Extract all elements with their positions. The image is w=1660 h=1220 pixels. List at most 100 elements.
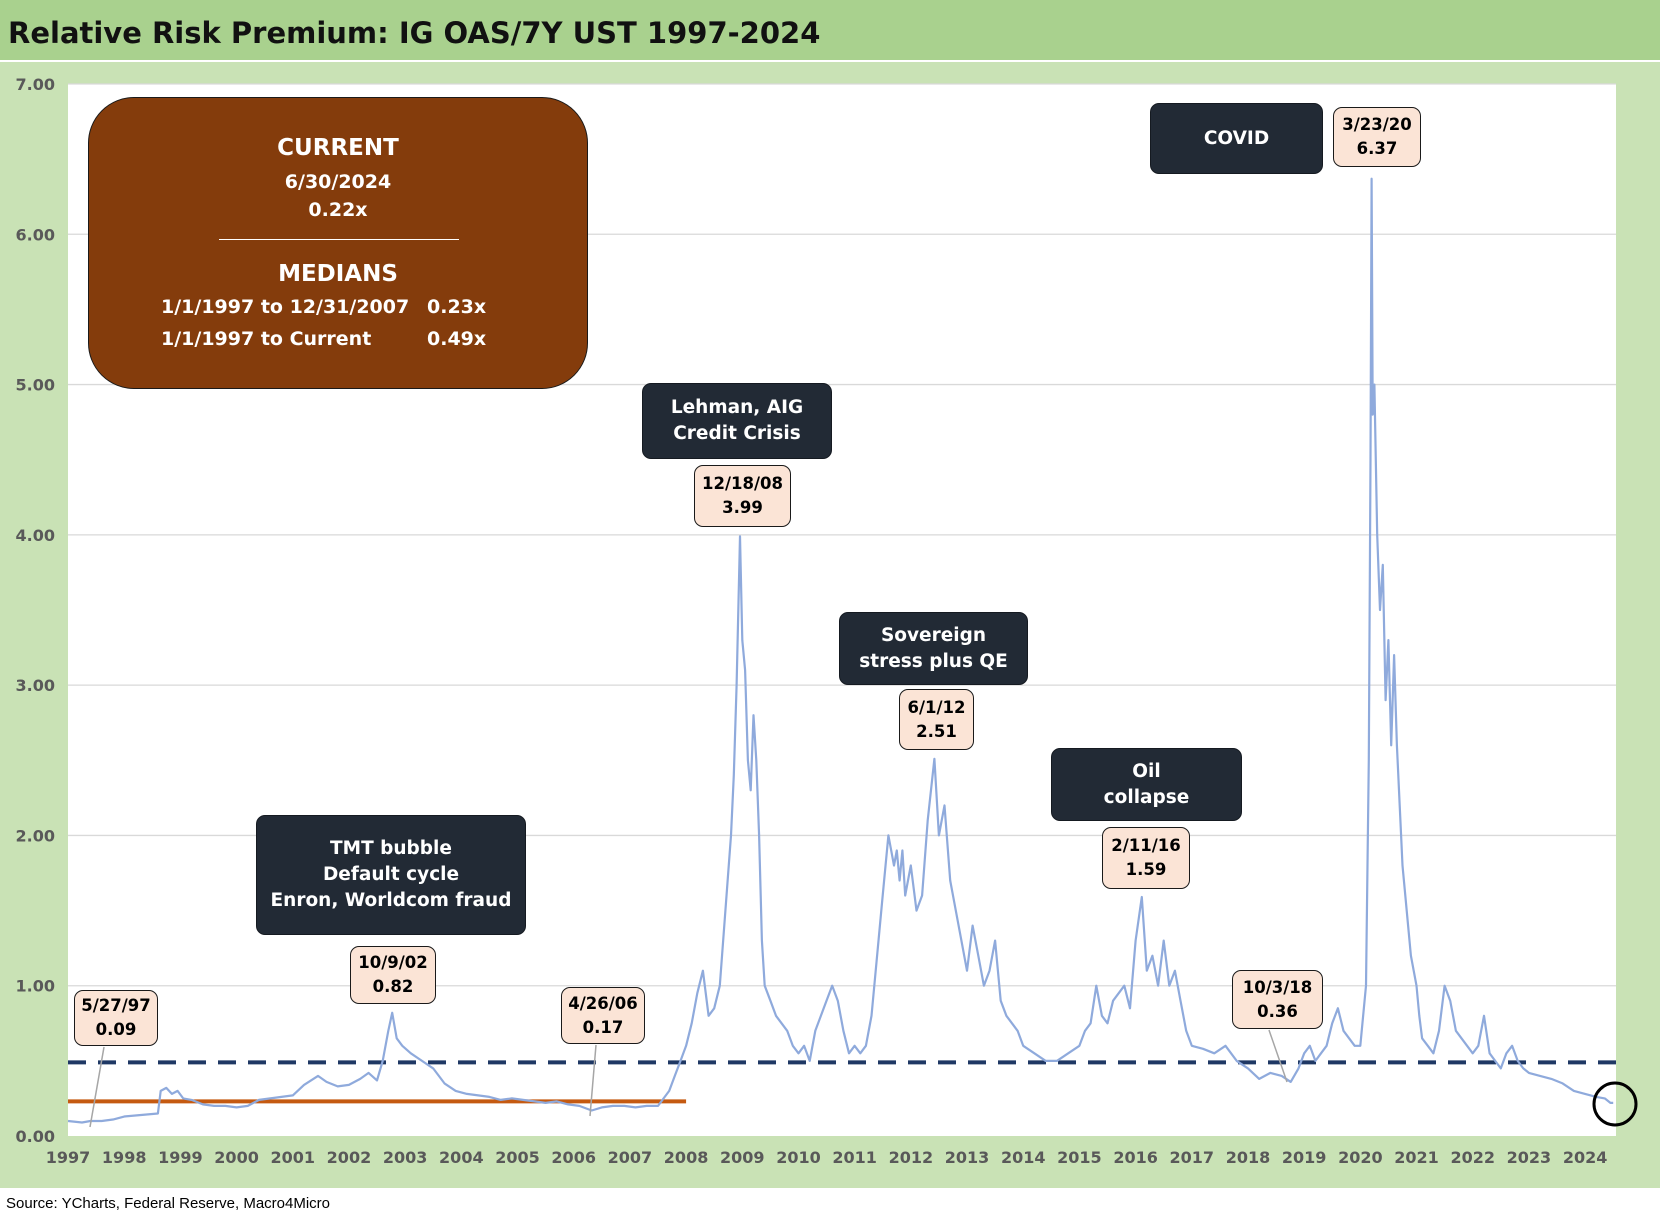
callout-2006: 4/26/06 0.17 bbox=[561, 987, 645, 1044]
callout-2008-date: 12/18/08 bbox=[702, 474, 783, 493]
event-lehman-line-1: Lehman, AIG bbox=[670, 397, 804, 418]
x-tick-label: 2007 bbox=[608, 1148, 653, 1167]
chart-title: Relative Risk Premium: IG OAS/7Y UST 199… bbox=[8, 16, 821, 50]
callout-leader bbox=[589, 1044, 597, 1117]
event-tmt-line-1: TMT bubble bbox=[330, 838, 452, 859]
x-tick-label: 2018 bbox=[1226, 1148, 1271, 1167]
event-sovereign-line-1: Sovereign bbox=[880, 624, 987, 646]
callout-2018-date: 10/3/18 bbox=[1242, 977, 1313, 997]
x-tick-label: 2002 bbox=[327, 1148, 372, 1167]
x-tick-label: 1997 bbox=[46, 1148, 91, 1167]
source-note: Source: YCharts, Federal Reserve, Macro4… bbox=[6, 1195, 331, 1212]
event-sovereign: Sovereign stress plus QE bbox=[839, 612, 1028, 685]
x-tick-label: 2000 bbox=[214, 1148, 259, 1167]
x-tick-label: 2008 bbox=[664, 1148, 709, 1167]
callout-2018-value: 0.36 bbox=[1257, 1001, 1298, 1021]
current-circle-marker bbox=[1592, 1081, 1638, 1127]
event-lehman: Lehman, AIG Credit Crisis bbox=[642, 383, 832, 459]
series-line bbox=[67, 177, 1614, 1124]
reference-lines bbox=[68, 1060, 1616, 1104]
event-covid: COVID bbox=[1150, 103, 1323, 174]
callout-2008-value: 3.99 bbox=[722, 498, 763, 517]
info-divider bbox=[219, 239, 459, 240]
x-tick-label: 2005 bbox=[495, 1148, 540, 1167]
x-tick-label: 2020 bbox=[1338, 1148, 1383, 1167]
median-period-full: 1/1/1997 to Current bbox=[161, 328, 372, 350]
callout-2002: 10/9/02 0.82 bbox=[350, 946, 436, 1004]
x-tick-label: 2004 bbox=[439, 1148, 484, 1167]
callout-1997-date: 5/27/97 bbox=[81, 996, 151, 1015]
callout-2020-value: 6.37 bbox=[1356, 139, 1398, 158]
medians-label: MEDIANS bbox=[278, 261, 398, 287]
event-oil-line-2: collapse bbox=[1103, 786, 1190, 808]
callout-2016-value: 1.59 bbox=[1125, 860, 1167, 879]
x-tick-label: 2006 bbox=[551, 1148, 596, 1167]
y-tick-label: 6.00 bbox=[16, 225, 55, 244]
y-tick-label: 7.00 bbox=[16, 75, 55, 94]
callout-1997-value: 0.09 bbox=[95, 1020, 137, 1039]
x-tick-label: 2009 bbox=[720, 1148, 765, 1167]
current-label: CURRENT bbox=[277, 135, 399, 161]
x-tick-label: 2017 bbox=[1170, 1148, 1215, 1167]
y-tick-labels: 0.00 1.00 2.00 3.00 4.00 5.00 6.00 7.00 bbox=[16, 75, 55, 1146]
y-tick-label: 5.00 bbox=[16, 376, 55, 395]
callout-2018: 10/3/18 0.36 bbox=[1232, 970, 1323, 1029]
y-tick-label: 3.00 bbox=[16, 676, 55, 695]
callout-2006-date: 4/26/06 bbox=[568, 993, 638, 1013]
x-tick-labels: 1997 1998 1999 2000 2001 2002 2003 2004 2005 2006… bbox=[46, 1148, 1608, 1167]
x-tick-label: 2011 bbox=[832, 1148, 877, 1167]
x-tick-label: 2016 bbox=[1113, 1148, 1158, 1167]
event-oil: Oil collapse bbox=[1051, 748, 1242, 821]
callout-1997: 5/27/97 0.09 bbox=[74, 990, 158, 1046]
event-covid-line-1: COVID bbox=[1203, 127, 1270, 149]
y-tick-label: 4.00 bbox=[16, 526, 55, 545]
event-lehman-line-2: Credit Crisis bbox=[673, 423, 801, 444]
x-tick-label: 2003 bbox=[383, 1148, 428, 1167]
event-tmt: TMT bubble Default cycle Enron, Worldcom… bbox=[256, 815, 526, 935]
callout-2016: 2/11/16 1.59 bbox=[1102, 827, 1190, 889]
callout-leader bbox=[89, 1046, 105, 1128]
event-oil-line-1: Oil bbox=[1132, 760, 1161, 782]
x-tick-label: 2012 bbox=[889, 1148, 934, 1167]
x-tick-label: 2010 bbox=[776, 1148, 821, 1167]
current-date: 6/30/2024 bbox=[284, 171, 392, 193]
x-tick-label: 2022 bbox=[1450, 1148, 1495, 1167]
callout-2016-date: 2/11/16 bbox=[1111, 836, 1181, 855]
y-tick-label: 1.00 bbox=[16, 977, 55, 996]
series-layer bbox=[67, 177, 1614, 1124]
x-tick-label: 2023 bbox=[1507, 1148, 1552, 1167]
info-box: CURRENT 6/30/2024 0.22x MEDIANS 1/1/1997… bbox=[88, 97, 588, 389]
callout-2012-value: 2.51 bbox=[916, 721, 957, 741]
source-bar bbox=[0, 1188, 1660, 1220]
current-value: 0.22x bbox=[308, 199, 368, 221]
x-tick-label: 2001 bbox=[270, 1148, 315, 1167]
x-tick-label: 1999 bbox=[158, 1148, 203, 1167]
callout-2008: 12/18/08 3.99 bbox=[694, 465, 791, 527]
x-tick-label: 2015 bbox=[1057, 1148, 1102, 1167]
callout-2020: 3/23/20 6.37 bbox=[1333, 107, 1421, 167]
grid bbox=[68, 83, 1616, 987]
median-value-early: 0.23x bbox=[427, 296, 487, 318]
x-tick-label: 1998 bbox=[102, 1148, 147, 1167]
callout-2002-date: 10/9/02 bbox=[358, 953, 428, 972]
callout-2012: 6/1/12 2.51 bbox=[899, 689, 974, 750]
x-tick-label: 2024 bbox=[1563, 1148, 1608, 1167]
callout-leader bbox=[1268, 1029, 1288, 1083]
leader-lines bbox=[89, 1029, 1288, 1128]
x-tick-label: 2014 bbox=[1001, 1148, 1046, 1167]
title-bar bbox=[0, 0, 1660, 62]
callout-2006-value: 0.17 bbox=[582, 1017, 624, 1037]
event-tmt-line-2: Default cycle bbox=[322, 864, 460, 885]
callout-2002-value: 0.82 bbox=[372, 977, 414, 996]
callout-2020-date: 3/23/20 bbox=[1342, 115, 1412, 134]
callout-2012-date: 6/1/12 bbox=[907, 697, 966, 717]
y-tick-label: 0.00 bbox=[16, 1127, 55, 1146]
x-tick-label: 2019 bbox=[1282, 1148, 1327, 1167]
event-tmt-line-3: Enron, Worldcom fraud bbox=[270, 890, 512, 911]
x-tick-label: 2021 bbox=[1394, 1148, 1439, 1167]
event-sovereign-line-2: stress plus QE bbox=[859, 650, 1008, 672]
y-tick-label: 2.00 bbox=[16, 826, 55, 845]
median-value-full: 0.49x bbox=[427, 328, 487, 350]
median-period-early: 1/1/1997 to 12/31/2007 bbox=[161, 296, 410, 318]
x-tick-label: 2013 bbox=[945, 1148, 990, 1167]
